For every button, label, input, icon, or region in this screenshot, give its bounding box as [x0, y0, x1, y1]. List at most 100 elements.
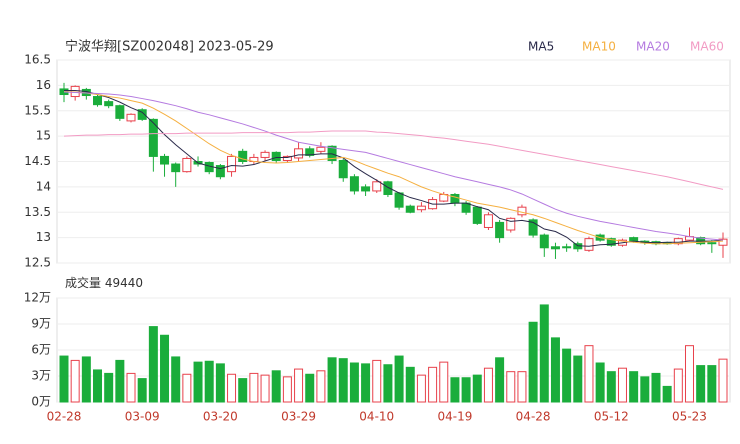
volume-bar	[394, 355, 404, 403]
candle-body	[673, 238, 683, 245]
candle-body	[416, 205, 426, 211]
candle-body	[361, 186, 371, 192]
x-tick-label: 03-20	[203, 410, 238, 424]
volume-bar	[59, 355, 69, 403]
candle-body	[372, 181, 382, 192]
volume-bar	[439, 361, 449, 403]
volume-latest: 49440	[105, 276, 143, 290]
candle-body	[115, 105, 125, 119]
volume-bar	[70, 359, 80, 403]
volume-bar	[160, 334, 170, 403]
y-tick-label: 12.5	[24, 256, 51, 270]
candle-body	[171, 163, 181, 173]
y-tick-label: 14.5	[24, 154, 51, 168]
volume-bar	[372, 359, 382, 403]
volume-bar	[126, 372, 136, 403]
candle-body	[271, 151, 281, 161]
volume-bar	[316, 370, 326, 403]
volume-bar	[718, 358, 728, 403]
volume-bar	[148, 326, 158, 403]
volume-bar	[684, 345, 694, 403]
volume-bar	[193, 361, 203, 403]
volume-bar	[327, 357, 337, 403]
volume-bar	[528, 321, 538, 403]
x-tick-label: 03-29	[281, 410, 316, 424]
volume-bar	[562, 348, 572, 403]
ma-line	[63, 130, 724, 190]
ma-line	[63, 90, 724, 245]
candle-body	[718, 238, 728, 246]
volume-bar	[227, 373, 237, 403]
volume-bar	[238, 378, 248, 403]
volume-bar	[249, 372, 259, 403]
candle-body	[696, 237, 706, 245]
candle-body	[562, 246, 572, 249]
candle-body	[126, 113, 136, 122]
volume-bar	[450, 377, 460, 403]
volume-bar	[104, 372, 114, 403]
candle-body	[93, 96, 103, 106]
candle-body	[316, 146, 326, 152]
y-tick-label: 13.5	[24, 205, 51, 219]
volume-bar	[260, 374, 270, 403]
legend-label: MA20	[636, 40, 670, 54]
y-tick-label: 6万	[31, 343, 51, 357]
volume-bar	[640, 376, 650, 403]
candle-body	[405, 205, 415, 213]
y-tick-label: 12万	[24, 291, 51, 305]
candle-body	[327, 145, 337, 161]
candle-body	[584, 238, 594, 251]
volume-bar	[584, 345, 594, 403]
legend-label: MA5	[528, 40, 554, 54]
volume-bar	[215, 363, 225, 403]
chart-title: 宁波华翔[SZ002048] 2023-05-29	[65, 39, 274, 55]
x-tick-label: 03-09	[125, 410, 160, 424]
volume-bar	[506, 371, 516, 403]
volume-bar	[204, 360, 214, 403]
volume-bar	[383, 364, 393, 403]
y-tick-label: 16	[36, 78, 51, 92]
candle-body	[349, 176, 359, 192]
candle-body	[629, 237, 639, 243]
ma-line	[64, 89, 724, 247]
legend-label: MA10	[582, 40, 616, 54]
volume-bar	[651, 372, 661, 403]
ma-line	[63, 91, 724, 241]
volume-bar	[294, 368, 304, 403]
volume-bar	[338, 358, 348, 403]
candle-body	[215, 165, 225, 178]
volume-bar	[305, 373, 315, 403]
candle-body	[148, 118, 158, 157]
candle-body	[305, 148, 315, 156]
volume-bar	[629, 371, 639, 403]
candle-body	[394, 192, 404, 208]
volume-bar	[461, 377, 471, 403]
candle-body	[294, 148, 304, 159]
volume-bar	[137, 378, 147, 403]
candle-body	[472, 206, 482, 224]
candle-body	[495, 221, 505, 239]
x-tick-label: 05-23	[672, 410, 707, 424]
x-tick-label: 05-12	[594, 410, 629, 424]
candle-body	[383, 181, 393, 195]
volume-bar	[550, 337, 560, 403]
volume-bar	[483, 367, 493, 403]
volume-bar	[361, 363, 371, 403]
candle-body	[483, 214, 493, 228]
y-tick-label: 3万	[31, 369, 51, 383]
candle-body	[338, 159, 348, 179]
candle-body	[506, 217, 516, 231]
y-tick-label: 15.5	[24, 103, 51, 117]
y-tick-label: 13	[36, 230, 51, 244]
volume-bar	[662, 385, 672, 403]
candle-body	[137, 109, 147, 120]
candle-body	[550, 246, 560, 250]
volume-bar	[349, 362, 359, 403]
candle-body	[606, 238, 616, 246]
candle-body	[260, 151, 270, 158]
candle-body	[104, 101, 114, 107]
volume-bar	[673, 368, 683, 403]
volume-bar	[707, 365, 717, 403]
volume-bar	[282, 376, 292, 403]
